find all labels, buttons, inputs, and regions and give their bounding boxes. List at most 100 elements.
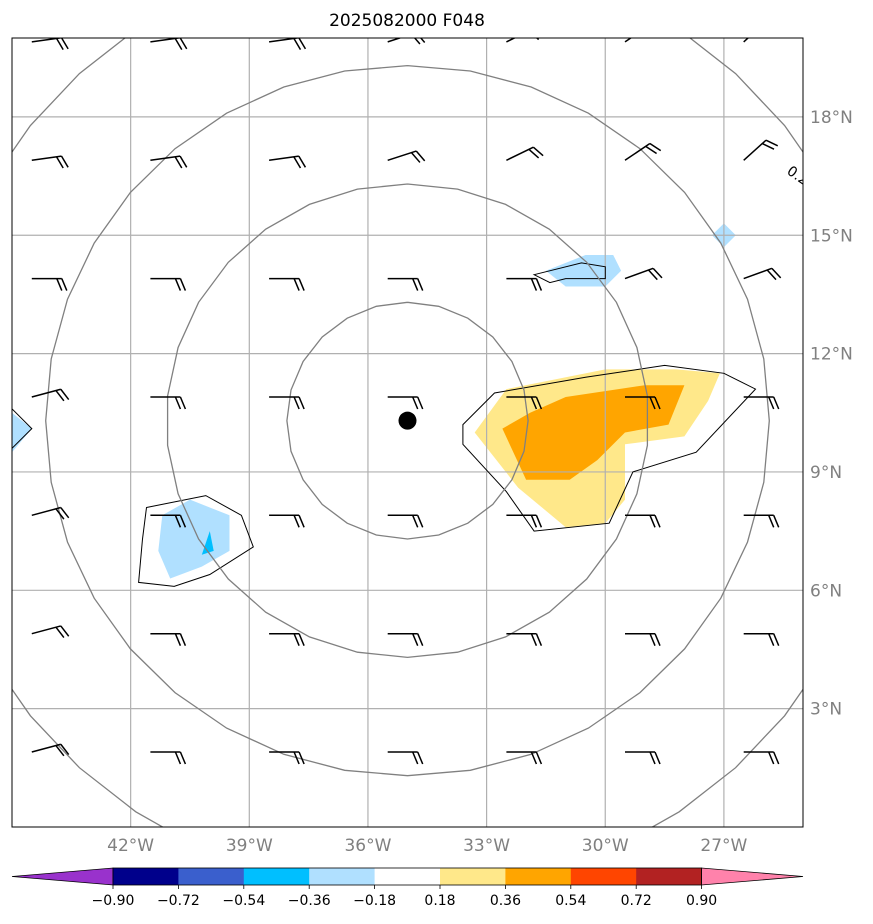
- wind-barb-feather: [298, 278, 305, 291]
- wind-barb: [269, 751, 305, 765]
- wind-barb-feather: [179, 278, 187, 291]
- wind-barb: [31, 743, 70, 757]
- wind-barb-feather: [766, 18, 778, 30]
- colorbar-segment: [243, 868, 310, 885]
- wind-barb-glyph: [506, 632, 543, 646]
- wind-barb-glyph: [150, 155, 188, 169]
- shaded-region: [502, 385, 685, 480]
- wind-barb-feather: [768, 515, 775, 528]
- colorbar-tick-label: −0.18: [353, 893, 396, 909]
- wind-barb: [743, 632, 780, 646]
- wind-barb: [31, 625, 70, 638]
- wind-barb-glyph: [31, 625, 70, 638]
- wind-barb: [506, 751, 543, 765]
- wind-barb-glyph: [387, 396, 424, 410]
- wind-barb-feather: [410, 152, 421, 163]
- wind-barb-glyph: [387, 150, 426, 163]
- wind-barb-feather: [771, 267, 782, 279]
- latitude-tick-labels: 3°N 6°N 9°N 12°N 15°N 18°N: [810, 108, 853, 720]
- wind-barb-glyph: [150, 751, 187, 765]
- colorbar-tick-label: 0.90: [686, 893, 717, 909]
- wind-barb-glyph: [269, 751, 305, 765]
- wind-barb: [387, 277, 424, 291]
- wind-barb-feather: [535, 515, 543, 528]
- wind-barb-feather: [649, 751, 656, 765]
- wind-barb: [387, 150, 426, 163]
- wind-barb-feather: [179, 633, 187, 646]
- wind-barb-glyph: [625, 396, 661, 410]
- wind-barb-feather: [60, 507, 70, 519]
- latitude-tick-label: 18°N: [810, 108, 853, 128]
- wind-barb-feather: [298, 515, 305, 528]
- wind-barb-glyph: [269, 277, 305, 291]
- wind-barb-feather: [417, 515, 424, 528]
- wind-barb-glyph: [387, 632, 424, 646]
- wind-barb: [743, 267, 782, 281]
- wind-barb: [150, 632, 187, 646]
- wind-barb-feather: [298, 751, 305, 765]
- wind-barb: [743, 18, 778, 43]
- wind-barb-feather: [530, 633, 538, 646]
- wind-barb-glyph: [506, 146, 544, 161]
- wind-barb: [150, 514, 187, 528]
- colorbar-extend-max: [701, 867, 804, 886]
- latitude-tick-label: 3°N: [810, 700, 842, 720]
- contour-lines: [12, 262, 757, 587]
- colorbar: −0.90 −0.72 −0.54 −0.36 −0.18 0.18 0.36 0.54 0.7…: [11, 867, 804, 909]
- wind-barb-feather: [174, 38, 183, 50]
- wind-barb-glyph: [269, 514, 305, 528]
- latitude-tick-label: 9°N: [810, 463, 842, 483]
- wind-barb-feather: [415, 150, 426, 162]
- wind-barb-feather: [55, 390, 65, 402]
- wind-barb-staff: [743, 38, 767, 43]
- wind-barb-feather: [768, 751, 775, 765]
- wind-barb-glyph: [269, 396, 305, 410]
- wind-barb: [743, 751, 780, 765]
- wind-barb-glyph: [268, 155, 307, 169]
- wind-barb-feather: [60, 155, 69, 168]
- wind-barb-feather: [654, 751, 661, 765]
- wind-barb-feather: [293, 633, 300, 646]
- wind-barb-feather: [298, 633, 305, 646]
- wind-barb-feather: [647, 269, 658, 281]
- wind-barb-feather: [174, 156, 183, 169]
- colorbar-extend-min: [11, 867, 114, 886]
- wind-barb-glyph: [625, 632, 661, 646]
- wind-barb-feather: [768, 396, 775, 410]
- colorbar-segment: [505, 868, 572, 885]
- wind-barb: [506, 146, 544, 161]
- wind-barb-feather: [412, 396, 419, 410]
- colorbar-tick-label: 0.36: [490, 893, 521, 909]
- wind-barb-feather: [55, 745, 65, 757]
- wind-barb-feather: [410, 38, 421, 45]
- wind-barb-glyph: [31, 743, 70, 757]
- wind-barb: [269, 514, 305, 528]
- wind-barb: [506, 632, 543, 646]
- wind-barb-feather: [773, 751, 780, 765]
- wind-barb-feather: [417, 396, 424, 410]
- wind-barb-staff: [506, 38, 534, 43]
- longitude-tick-label: 42°W: [107, 836, 154, 856]
- wind-barb: [743, 139, 779, 161]
- wind-barb-feather: [762, 22, 774, 34]
- shaded-region: [12, 412, 32, 453]
- wind-barb-glyph: [743, 632, 780, 646]
- wind-barb-glyph: [31, 155, 69, 169]
- wind-barb: [387, 751, 424, 765]
- wind-barb: [269, 277, 305, 291]
- wind-barb: [268, 155, 307, 169]
- wind-barb-glyph: [624, 142, 662, 161]
- gridlines: [12, 38, 803, 827]
- longitude-tick-labels: 42°W 39°W 36°W 33°W 30°W 27°W: [107, 836, 747, 856]
- wind-barb-feather: [298, 155, 307, 168]
- wind-barb-glyph: [625, 514, 661, 528]
- wind-barb-glyph: [31, 277, 68, 291]
- wind-barb-glyph: [387, 277, 424, 291]
- contour-line: [138, 495, 254, 587]
- wind-barb-glyph: [743, 267, 782, 281]
- wind-barb: [31, 388, 70, 402]
- wind-barb-feather: [761, 142, 775, 150]
- wind-barb-feather: [56, 278, 63, 291]
- wind-barb: [31, 155, 69, 169]
- wind-barb: [150, 277, 187, 291]
